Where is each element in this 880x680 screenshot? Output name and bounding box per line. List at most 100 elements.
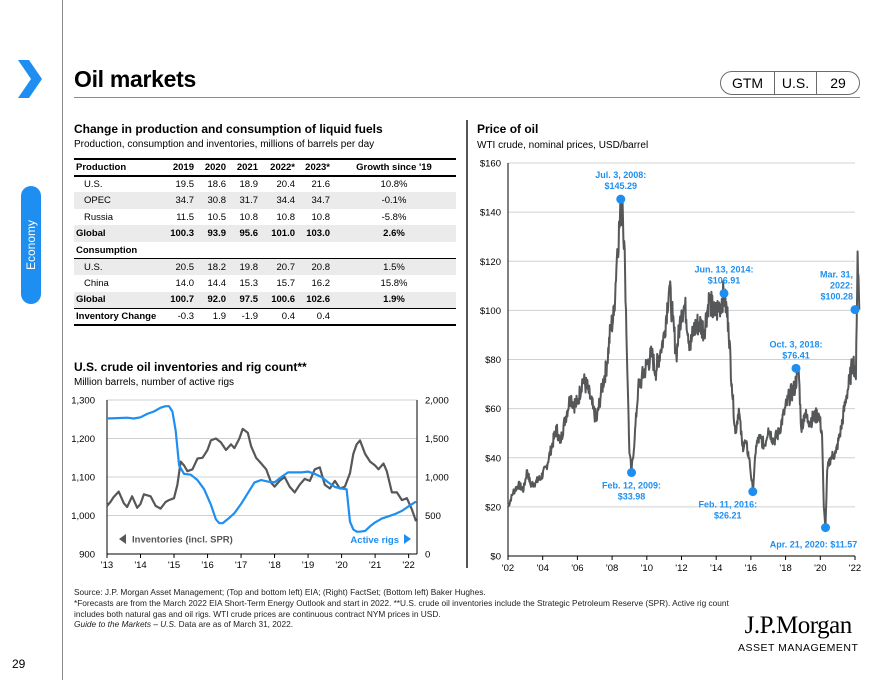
x-tick-label: '18 (268, 560, 280, 571)
cell: 15.7 (276, 277, 296, 289)
cell: 20.4 (276, 178, 296, 190)
inventories-chart-subtitle: Million barrels, number of active rigs (74, 377, 235, 388)
asof-date: Data are as of March 31, 2022. (176, 619, 294, 630)
title-divider (74, 97, 860, 98)
table-section-row: Consumption (74, 242, 456, 259)
y-tick-label: $100 (480, 306, 501, 317)
cell: 30.8 (196, 192, 228, 209)
table-header-row: Production 2019 2020 2021 2022* 2023* Gr… (74, 158, 456, 177)
table-row: U.S. 20.5 18.2 19.8 20.7 20.8 1.5% (74, 258, 456, 276)
x-tick-label: '15 (168, 560, 180, 571)
x-tick-label: '08 (606, 563, 618, 574)
row-label: Russia (84, 211, 114, 223)
y-left-tick-label: 1,200 (71, 434, 95, 445)
chevron-right-icon (18, 60, 42, 98)
row-label: China (84, 277, 109, 289)
cell: 100.6 (260, 291, 297, 309)
cell: 19.5 (175, 178, 195, 190)
row-label: OPEC (74, 192, 160, 209)
cell: 21.6 (311, 178, 331, 190)
cell: 10.5 (207, 211, 227, 223)
table-subtitle: Production, consumption and inventories,… (74, 139, 375, 150)
row-label: Global (74, 291, 160, 309)
annotation-label: Feb. 12, 2009: $33.98 (602, 481, 661, 502)
row-label: U.S. (84, 178, 103, 190)
column-header: 2021 (228, 158, 260, 177)
column-header: 2023* (297, 158, 332, 177)
cell: 10.8 (239, 211, 259, 223)
annotation-marker (616, 194, 626, 204)
cell: 97.5 (228, 291, 260, 309)
cell: 101.0 (260, 225, 297, 242)
y-left-tick-label: 900 (79, 550, 95, 561)
cell: 1.5% (332, 258, 456, 276)
annotation-marker (821, 523, 831, 533)
annotation-label: Jun. 13, 2014: $106.91 (694, 264, 753, 285)
cell: 93.9 (196, 225, 228, 242)
cell: 0.4 (297, 307, 332, 326)
annotation-label: Oct. 3, 2018: $76.41 (769, 339, 822, 360)
inventories-line (106, 427, 418, 522)
cell: 0.4 (260, 307, 297, 326)
annotation-line: $33.98 (618, 492, 646, 502)
annotation-line: $26.21 (714, 511, 742, 521)
annotation-line: Feb. 11, 2016: (699, 500, 758, 510)
cell: 15.3 (239, 277, 259, 289)
cell: 11.5 (176, 211, 194, 223)
annotation-line: $76.41 (782, 350, 810, 360)
x-tick-label: '16 (201, 560, 213, 571)
price-chart-title: Price of oil (477, 122, 539, 136)
badge-region: U.S. (775, 72, 817, 94)
y-tick-label: $80 (485, 355, 501, 366)
y-right-tick-label: 2,000 (425, 396, 449, 407)
cell: -1.9 (228, 307, 260, 326)
annotation-line: Apr. 21, 2020: $11.57 (770, 540, 858, 550)
annotation-line: $145.29 (605, 181, 638, 191)
cell: 34.7 (297, 192, 332, 209)
annotation-line: $100.28 (820, 292, 853, 302)
left-margin-rule (62, 0, 63, 680)
cell: 1.9 (196, 307, 228, 326)
y-tick-label: $140 (480, 208, 501, 219)
annotation-line: Oct. 3, 2018: (769, 339, 822, 349)
column-header: Production (74, 158, 160, 177)
annotation-line: Feb. 12, 2009: (602, 481, 661, 491)
x-tick-label: '04 (537, 563, 549, 574)
x-tick-label: '13 (101, 560, 113, 571)
cell: 100.7 (160, 291, 196, 309)
x-tick-label: '21 (369, 560, 381, 571)
cell: 2.6% (332, 225, 456, 242)
x-tick-label: '22 (402, 560, 414, 571)
page-title: Oil markets (74, 66, 196, 92)
y-tick-label: $0 (490, 552, 501, 563)
table-row: Inventory Change -0.3 1.9 -1.9 0.4 0.4 (74, 307, 456, 326)
x-tick-label: '22 (849, 563, 861, 574)
x-tick-label: '16 (745, 563, 757, 574)
cell: 31.7 (228, 192, 260, 209)
column-header: Growth since '19 (332, 158, 456, 177)
cell: 100.3 (160, 225, 196, 242)
column-header: 2022* (260, 158, 297, 177)
triangle-right-icon (404, 534, 411, 544)
section-label: Consumption (76, 244, 138, 256)
annotation-marker (850, 305, 860, 315)
jpmorgan-logo: J.P.Morgan ASSET MANAGEMENT (738, 612, 858, 654)
y-right-tick-label: 500 (425, 511, 441, 522)
x-tick-label: '19 (302, 560, 314, 571)
x-tick-label: '12 (675, 563, 687, 574)
column-header: 2019 (160, 158, 196, 177)
section-tab-economy[interactable]: Economy (21, 186, 41, 304)
annotation-label: Jul. 3, 2008: $145.29 (595, 170, 646, 191)
column-header: 2020 (196, 158, 228, 177)
annotation-line: Jun. 13, 2014: (694, 264, 753, 274)
x-tick-label: '20 (814, 563, 826, 574)
y-left-tick-label: 1,300 (71, 396, 95, 407)
table-row: China 14.0 14.4 15.3 15.7 16.2 15.8% (74, 275, 456, 292)
y-left-tick-label: 1,000 (71, 511, 95, 522)
x-tick-label: '20 (335, 560, 347, 571)
cell: 34.7 (160, 192, 196, 209)
x-tick-label: '10 (641, 563, 653, 574)
cell: 20.5 (160, 258, 196, 276)
triangle-left-icon (119, 534, 126, 544)
cell: 18.2 (196, 258, 228, 276)
